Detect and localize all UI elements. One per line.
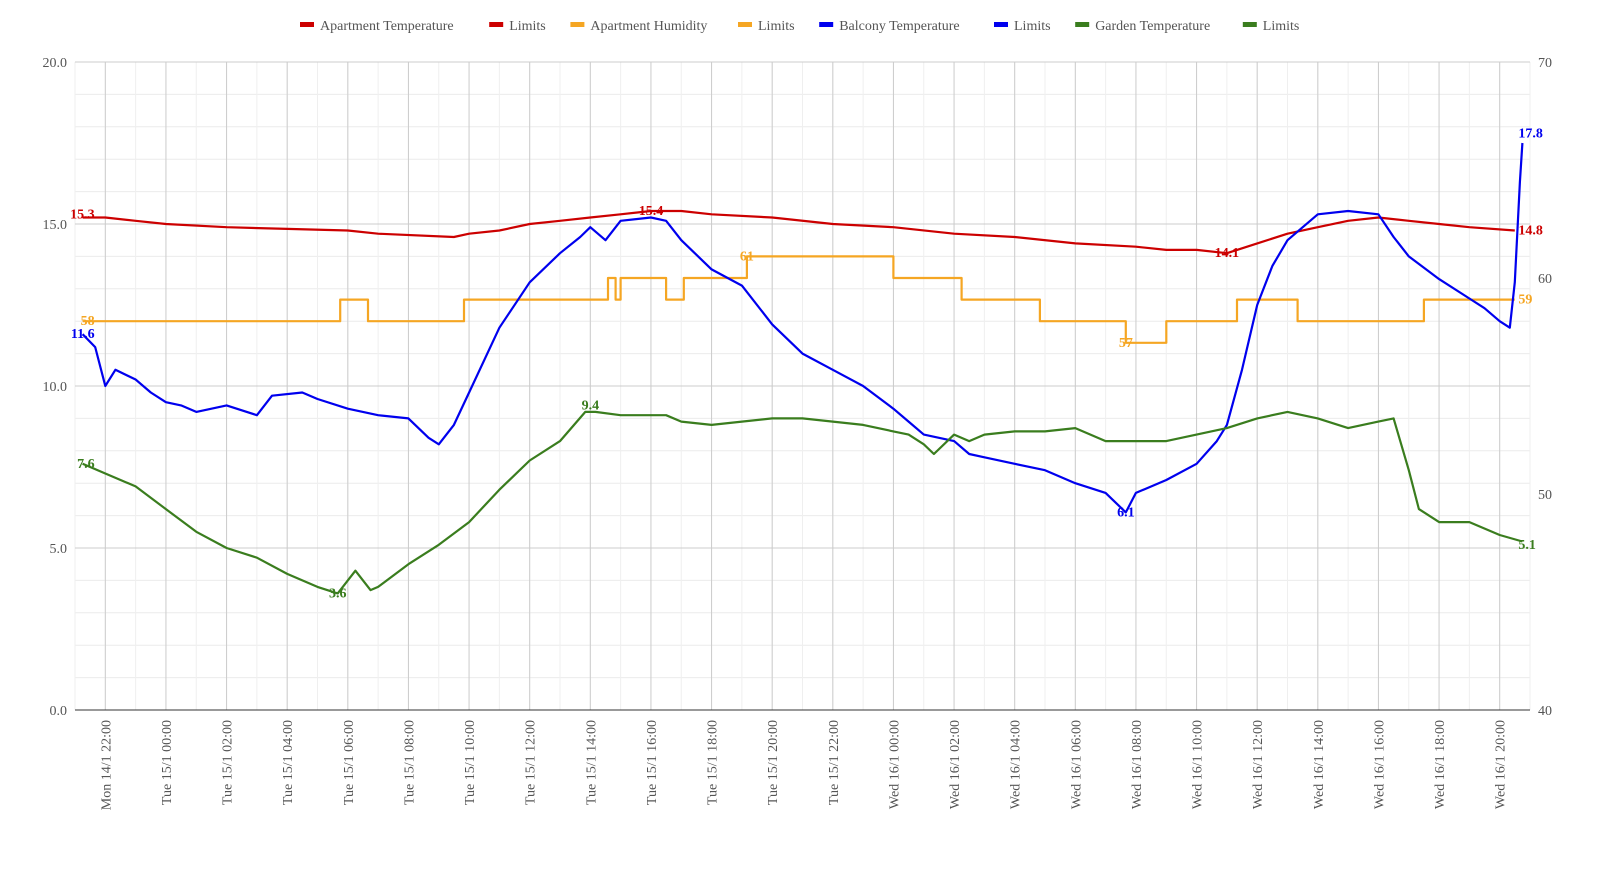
series-line-garden-temperature [82, 410, 1523, 595]
x-tick-label: Wed 16/1 06:00 [1069, 720, 1084, 809]
x-tick-label: Tue 15/1 20:00 [766, 720, 781, 805]
annotations: 15.3 15.4 14.1 14.8 58 61 57 59 11.6 6.1 17.8 7.6 3.… [70, 126, 1543, 601]
legend-label-balcony-temperature: Balcony Temperature [839, 19, 959, 34]
legend-swatch-apartment-temperature [300, 22, 314, 27]
series-line-apartment-humidity [82, 255, 1515, 344]
x-tick-label: Tue 15/1 06:00 [342, 720, 357, 805]
x-tick-label: Tue 15/1 12:00 [524, 720, 539, 805]
data-label-garden-temperature: 5.1 [1518, 538, 1536, 553]
legend-swatch-apartment-humidity [570, 22, 585, 27]
x-tick-label: Wed 16/1 02:00 [948, 720, 963, 809]
legend-label-limits: Limits [1263, 19, 1300, 34]
data-label-garden-temperature: 9.4 [582, 398, 600, 413]
x-tick-label: Tue 15/1 22:00 [827, 720, 842, 805]
y-left-tick-label: 20.0 [43, 56, 68, 71]
series-line-balcony-temperature [81, 142, 1524, 514]
y-left-tick-label: 15.0 [43, 218, 68, 233]
legend-swatch-limits [994, 22, 1008, 27]
y-right-tick-label: 60 [1538, 272, 1552, 287]
legend-label-limits: Limits [1014, 19, 1051, 34]
data-label-balcony-temperature: 11.6 [71, 327, 95, 342]
data-label-balcony-temperature: 17.8 [1518, 126, 1543, 141]
major-gridlines [75, 61, 1530, 711]
legend-label-limits: Limits [509, 19, 546, 34]
x-tick-label: Tue 15/1 02:00 [221, 720, 236, 805]
x-tick-label: Wed 16/1 18:00 [1433, 720, 1448, 809]
legend-label-garden-temperature: Garden Temperature [1095, 19, 1210, 34]
y-axis-left: 0.0 5.0 10.0 15.0 20.0 [43, 56, 68, 719]
data-label-apartment-humidity: 57 [1119, 336, 1133, 351]
x-tick-label: Tue 15/1 10:00 [463, 720, 478, 805]
y-axis-right: 40 50 60 70 [1538, 56, 1552, 719]
data-label-apartment-temperature: 14.8 [1518, 223, 1543, 238]
x-tick-label: Wed 16/1 16:00 [1372, 720, 1387, 809]
data-label-garden-temperature: 7.6 [77, 457, 95, 472]
data-label-apartment-humidity: 59 [1518, 293, 1532, 308]
legend-label-limits: Limits [758, 19, 795, 34]
y-right-tick-label: 70 [1538, 56, 1552, 71]
data-label-apartment-humidity: 58 [81, 314, 95, 329]
y-left-tick-label: 10.0 [43, 380, 68, 395]
legend-swatch-balcony-temperature [819, 22, 834, 27]
data-label-apartment-temperature: 15.3 [70, 207, 95, 222]
data-label-balcony-temperature: 6.1 [1117, 505, 1135, 520]
x-tick-label: Tue 15/1 08:00 [402, 720, 417, 805]
x-tick-label: Wed 16/1 00:00 [887, 720, 902, 809]
legend-label-apartment-temperature: Apartment Temperature [320, 19, 454, 34]
y-left-tick-label: 0.0 [50, 704, 68, 719]
x-tick-label: Wed 16/1 14:00 [1312, 720, 1327, 809]
legend-label-apartment-humidity: Apartment Humidity [590, 19, 707, 34]
series-lines [81, 142, 1524, 595]
x-tick-label: Wed 16/1 04:00 [1009, 720, 1024, 809]
data-label-apartment-temperature: 14.1 [1215, 246, 1240, 261]
legend-swatch-garden-temperature [1075, 22, 1090, 27]
data-label-apartment-humidity: 61 [740, 249, 754, 264]
x-axis: Mon 14/1 22:00 Tue 15/1 00:00 Tue 15/1 02:… [99, 720, 1508, 810]
x-tick-label: Tue 15/1 04:00 [281, 720, 296, 805]
x-tick-label: Wed 16/1 10:00 [1191, 720, 1206, 809]
y-left-tick-label: 5.0 [50, 542, 68, 557]
series-line-apartment-temperature [82, 209, 1515, 255]
legend-swatch-limits [1242, 22, 1257, 27]
x-tick-label: Wed 16/1 20:00 [1494, 720, 1509, 809]
x-tick-label: Mon 14/1 22:00 [99, 720, 114, 810]
legend-swatch-limits [489, 22, 504, 27]
x-tick-label: Wed 16/1 08:00 [1130, 720, 1145, 809]
x-tick-label: Tue 15/1 14:00 [584, 720, 599, 805]
y-right-tick-label: 50 [1538, 488, 1552, 503]
x-tick-label: Tue 15/1 16:00 [645, 720, 660, 805]
legend-swatch-limits [738, 22, 752, 27]
y-right-tick-label: 40 [1538, 704, 1552, 719]
x-tick-label: Tue 15/1 00:00 [160, 720, 175, 805]
legend: Apartment Temperature Limits Apartment Hum… [300, 19, 1299, 34]
x-tick-label: Tue 15/1 18:00 [706, 720, 721, 805]
data-label-apartment-temperature: 15.4 [639, 204, 664, 219]
x-tick-label: Wed 16/1 12:00 [1251, 720, 1266, 809]
data-label-garden-temperature: 3.6 [329, 586, 347, 601]
